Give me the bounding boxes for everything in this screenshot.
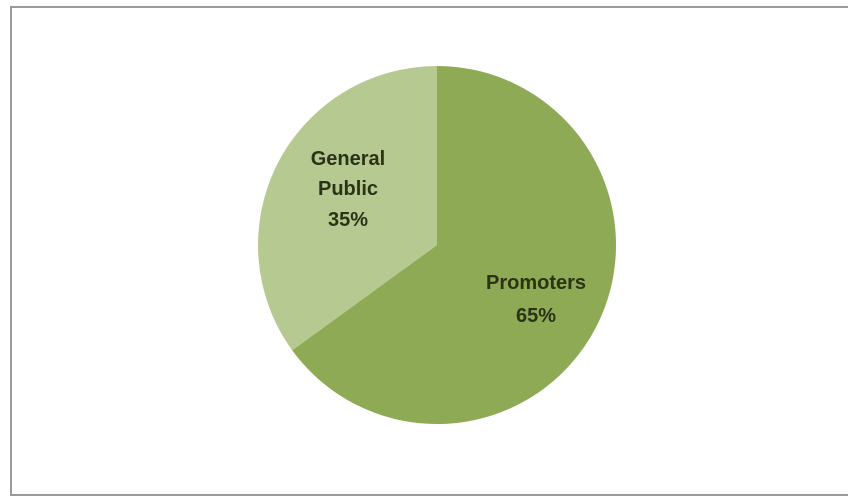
slice-value-general-public: 35% <box>328 209 368 231</box>
slice-label-promoters: Promoters <box>486 272 586 294</box>
slice-value-promoters: 65% <box>516 305 556 327</box>
pie-chart: General Public 35% Promoters 65% <box>257 66 616 424</box>
slice-label-general-public-line2: Public <box>318 178 378 200</box>
slice-label-general-public-line1: General <box>311 148 385 170</box>
pie-slice-promoters <box>292 66 616 424</box>
pie-slice-general-public <box>257 66 437 351</box>
pie-slices <box>257 66 616 424</box>
